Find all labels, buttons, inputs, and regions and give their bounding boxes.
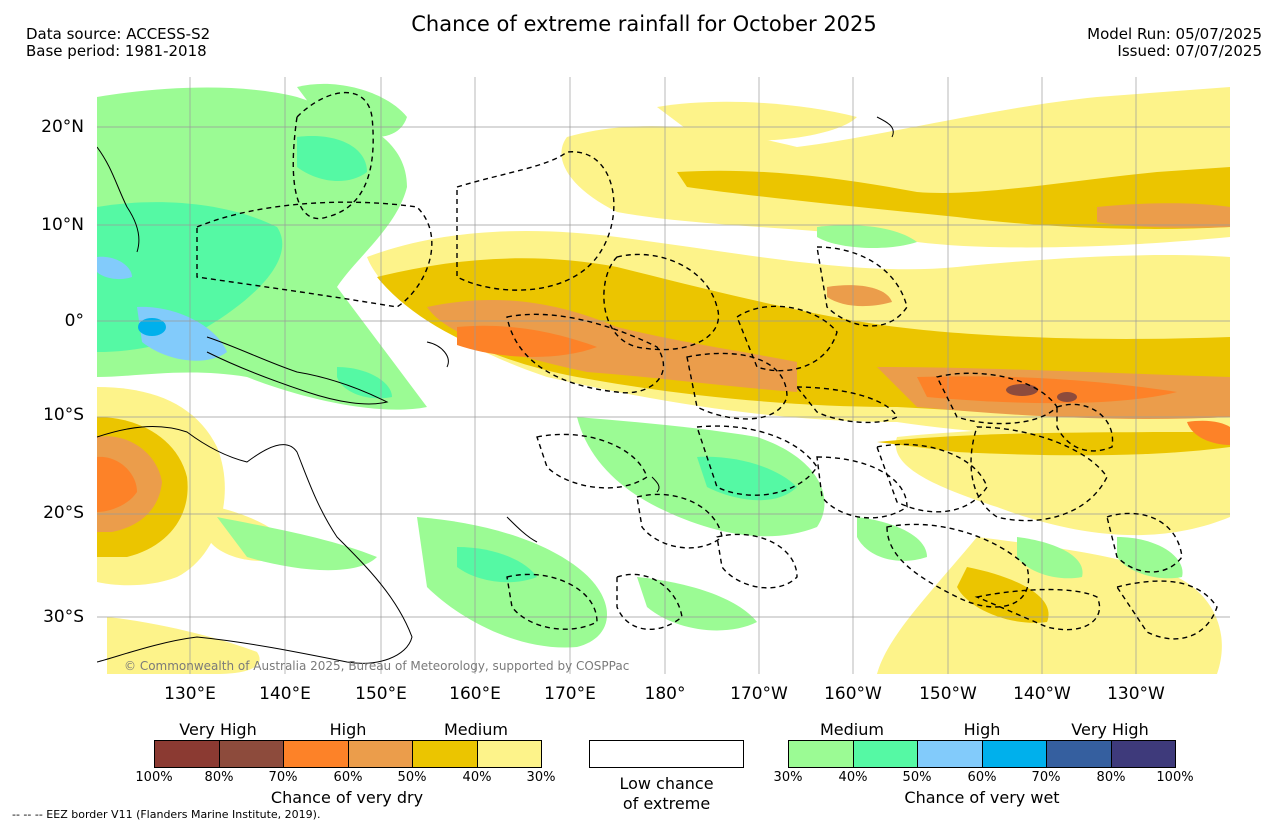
copyright-note: © Commonwealth of Australia 2025, Bureau…	[124, 659, 630, 673]
dry-head-high: High	[329, 720, 367, 739]
model-run: Model Run: 05/07/2025	[1087, 25, 1262, 43]
lon-label-170e: 170°E	[544, 684, 596, 704]
wet-swatch	[1111, 741, 1175, 767]
wet-tick: 60%	[967, 770, 997, 785]
wet-tick: 70%	[1031, 770, 1061, 785]
eez-note: -- -- -- EEZ border V11 (Flanders Marine…	[12, 808, 321, 821]
lon-label-130e: 130°E	[164, 684, 216, 704]
wet-head-medium: Medium	[820, 720, 884, 739]
wet-swatch	[1047, 741, 1112, 767]
data-source: Data source: ACCESS-S2	[26, 25, 211, 43]
lat-label-20n: 20°N	[41, 117, 84, 137]
dry-swatch	[219, 741, 284, 767]
lon-label-140e: 140°E	[259, 684, 311, 704]
low-chance-line2: of extreme	[622, 794, 711, 813]
lat-label-20s: 20°S	[43, 503, 84, 523]
dry-very-high-core	[1006, 384, 1077, 402]
wet-swatch	[918, 741, 983, 767]
lon-label-130w: 130°W	[1107, 684, 1165, 704]
wet-swatch	[853, 741, 918, 767]
lon-label-140w: 140°W	[1013, 684, 1071, 704]
dry-tick: 80%	[204, 770, 234, 785]
dry-swatch	[348, 741, 413, 767]
lon-label-160e: 160°E	[449, 684, 501, 704]
coastlines	[97, 116, 894, 664]
wet-head-very-high: Very High	[1071, 720, 1149, 739]
graticule	[97, 77, 1230, 674]
lat-label-10n: 10°N	[41, 215, 84, 235]
wet-head-high: High	[963, 720, 1001, 739]
rainfall-map	[97, 77, 1230, 674]
base-period: Base period: 1981-2018	[26, 42, 207, 60]
lat-label-0: 0°	[64, 311, 84, 331]
dry-swatch	[284, 741, 349, 767]
lon-label-170w: 170°W	[730, 684, 788, 704]
wet-tick: 30%	[773, 770, 803, 785]
issued-date: Issued: 07/07/2025	[1117, 42, 1262, 60]
eez-borders	[196, 91, 1218, 640]
lat-label-10s: 10°S	[43, 405, 84, 425]
wet-colorbar	[788, 740, 1176, 768]
dry-swatch	[413, 741, 478, 767]
dry-tick: 50%	[397, 770, 427, 785]
dry-tick: 60%	[333, 770, 363, 785]
lon-label-150e: 150°E	[355, 684, 407, 704]
dry-swatch	[155, 741, 220, 767]
dry-tick: 30%	[526, 770, 556, 785]
wet-tick: 40%	[838, 770, 868, 785]
low-chance-label: Low chance of extreme	[589, 774, 744, 814]
low-chance-line1: Low chance	[619, 774, 714, 793]
dry-caption: Chance of very dry	[270, 788, 424, 807]
lon-label-180: 180°	[644, 684, 686, 704]
wet-swatch	[982, 741, 1047, 767]
dry-head-medium: Medium	[444, 720, 508, 739]
dry-tick: 100%	[135, 770, 173, 785]
dry-head-very-high: Very High	[179, 720, 257, 739]
wet-caption: Chance of very wet	[904, 788, 1060, 807]
wet-tick: 100%	[1156, 770, 1194, 785]
lat-label-30s: 30°S	[43, 607, 84, 627]
wet-tick: 80%	[1096, 770, 1126, 785]
wet-high-core	[138, 318, 166, 336]
dry-tick: 70%	[268, 770, 298, 785]
dry-high-core	[97, 325, 1230, 512]
dry-swatch	[477, 741, 541, 767]
wet-swatch	[789, 741, 854, 767]
lon-label-160w: 160°W	[824, 684, 882, 704]
dry-tick: 40%	[462, 770, 492, 785]
source-info: Data source: ACCESS-S2 Base period: 1981…	[26, 26, 210, 60]
run-info: Model Run: 05/07/2025 Issued: 07/07/2025	[1087, 26, 1262, 60]
dry-colorbar	[154, 740, 542, 768]
low-chance-swatch	[589, 740, 744, 768]
map-title: Chance of extreme rainfall for October 2…	[411, 12, 877, 36]
wet-tick: 50%	[902, 770, 932, 785]
lon-label-150w: 150°W	[919, 684, 977, 704]
